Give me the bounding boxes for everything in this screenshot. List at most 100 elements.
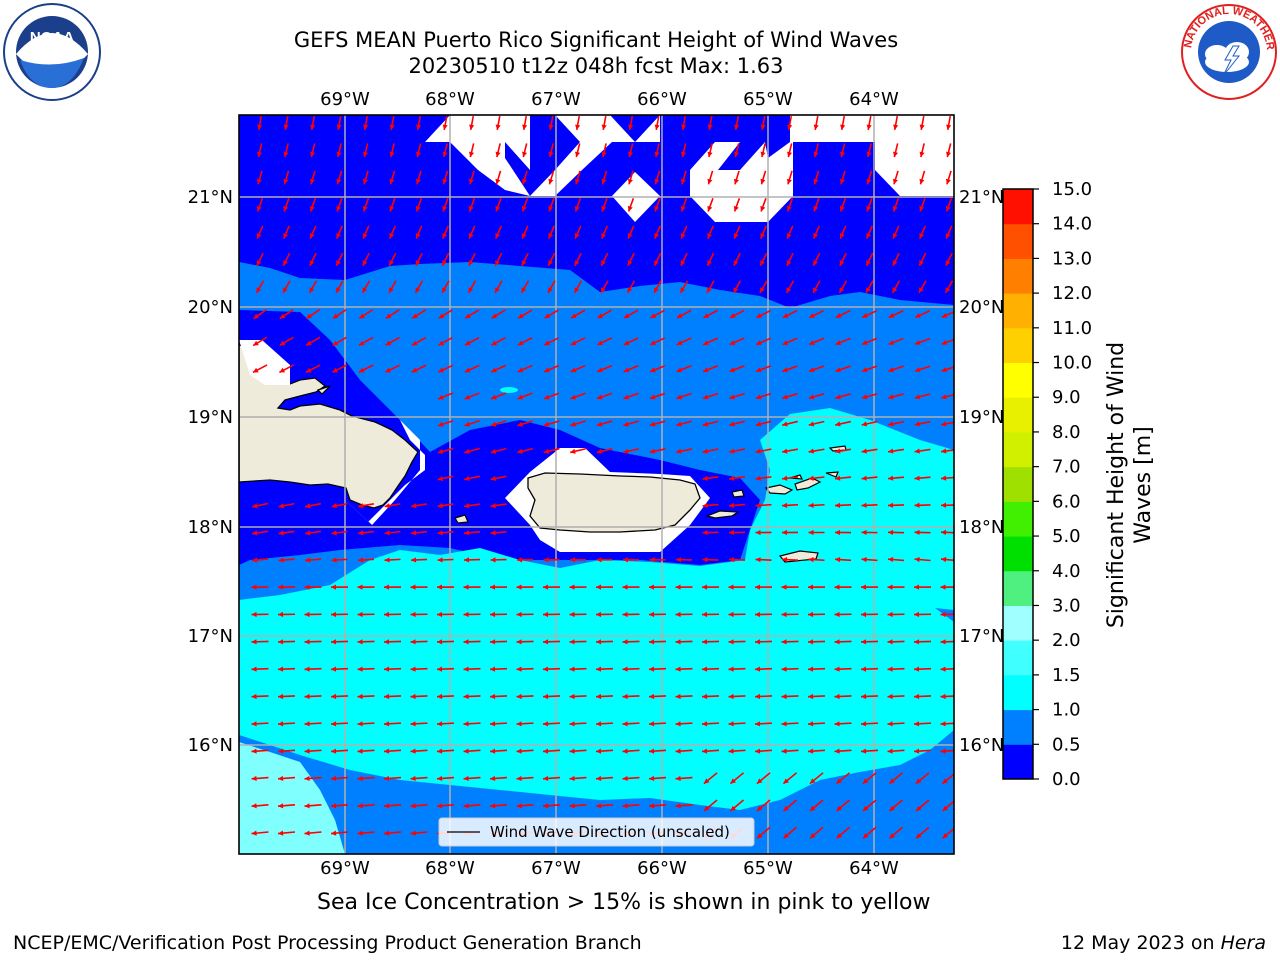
wave-arrow (681, 143, 687, 158)
colorbar-tick-label: 12.0 (1052, 283, 1092, 304)
wave-arrow (653, 280, 662, 294)
wave-arrow (834, 584, 852, 590)
wave-arrow (940, 748, 954, 754)
wave-arrow (516, 693, 534, 700)
wave-arrow (706, 225, 715, 239)
wave-arrow (940, 693, 954, 700)
wave-arrow (813, 115, 819, 131)
wave-arrow (310, 143, 316, 158)
wave-arrow (754, 721, 773, 727)
wave-arrow (755, 529, 772, 536)
wave-arrow (283, 198, 290, 212)
wave-arrow (357, 693, 375, 700)
wave-arrow (834, 448, 852, 454)
noaa-logo: NOAA (3, 3, 101, 101)
wave-arrow (861, 309, 878, 319)
wave-arrow (569, 721, 587, 727)
wave-arrow (520, 280, 530, 294)
lat-label-left: 16°N (188, 735, 233, 756)
chart-title: GEFS MEAN Puerto Rico Significant Height… (293, 28, 899, 52)
wave-arrow (331, 364, 348, 374)
wave-arrow (304, 721, 322, 727)
wave-arrow (914, 475, 931, 481)
wave-arrow (442, 143, 448, 158)
wave-arrow (489, 775, 508, 782)
wave-arrow (702, 337, 719, 346)
wave-arrow (623, 364, 639, 373)
wave-arrow (463, 666, 481, 672)
wave-arrow (808, 309, 825, 319)
wave-arrow (489, 584, 508, 590)
wave-arrow (729, 365, 745, 373)
wave-arrow (384, 503, 401, 509)
wave-arrow (728, 448, 746, 454)
wave-arrow (437, 475, 454, 482)
wave-arrow (866, 170, 873, 185)
wave-arrow (914, 556, 931, 563)
wave-arrow (331, 557, 348, 563)
wave-arrow (861, 475, 878, 481)
wave-arrow (569, 584, 587, 590)
wave-arrow (622, 584, 640, 590)
wave-arrow (305, 364, 321, 374)
wave-arrow (542, 721, 561, 727)
colorbar-tick-label: 7.0 (1052, 457, 1081, 478)
wave-arrow (654, 115, 660, 131)
wave-arrow (410, 721, 428, 727)
wave-arrow (628, 115, 634, 131)
wave-arrow (388, 225, 397, 239)
wave-arrow (490, 530, 507, 536)
wave-arrow (304, 557, 322, 563)
wave-arrow (866, 198, 873, 212)
wave-arrow (861, 556, 878, 563)
wave-arrow (464, 309, 480, 319)
svg-text:NOAA: NOAA (30, 29, 74, 46)
wave-arrow (918, 225, 927, 239)
lat-label-right: 21°N (959, 187, 1004, 208)
wave-arrow (648, 666, 667, 672)
wave-arrow (654, 198, 661, 212)
wave-arrow (839, 225, 847, 239)
wave-arrow (383, 693, 402, 700)
wave-arrow (410, 611, 428, 618)
wave-arrow (807, 666, 826, 672)
wave-arrow (384, 364, 401, 373)
wave-arrow (516, 666, 534, 672)
wave-arrow (808, 557, 825, 563)
wave-arrow (654, 143, 660, 158)
colorbar-tick-label: 0.0 (1052, 769, 1081, 790)
wave-arrow (251, 557, 269, 563)
wave-arrow (838, 280, 848, 294)
wave-arrow (384, 530, 401, 536)
wave-band-1.0-1.5 (239, 408, 954, 810)
lon-label-bottom: 66°W (637, 858, 687, 879)
wave-arrow (913, 748, 932, 754)
wave-arrow (310, 115, 316, 131)
wave-arrow (596, 557, 613, 563)
wave-arrow (807, 611, 826, 618)
wave-arrow (489, 639, 508, 645)
wave-arrow (834, 611, 852, 618)
wave-arrow (494, 225, 503, 239)
wave-arrow (489, 748, 508, 754)
wave-arrow (357, 721, 375, 727)
wave-arrow (516, 721, 534, 727)
wave-arrow (543, 364, 560, 373)
wave-arrow (676, 448, 692, 454)
wave-arrow (521, 198, 529, 212)
wave-arrow (808, 448, 825, 454)
wave-arrow (517, 309, 533, 319)
wave-arrow (648, 803, 667, 809)
wave-arrow (469, 115, 475, 131)
wave-arrow (595, 611, 614, 618)
wave-arrow (919, 143, 925, 158)
wave-arrow (754, 584, 773, 590)
wave-arrow (464, 392, 480, 400)
wave-arrow (835, 337, 851, 346)
wave-arrow (887, 475, 905, 481)
wave-arrow (675, 611, 693, 618)
wave-arrow (888, 772, 904, 785)
wave-arrow (834, 693, 852, 700)
wave-arrow (309, 170, 316, 185)
wave-arrow (622, 721, 640, 727)
